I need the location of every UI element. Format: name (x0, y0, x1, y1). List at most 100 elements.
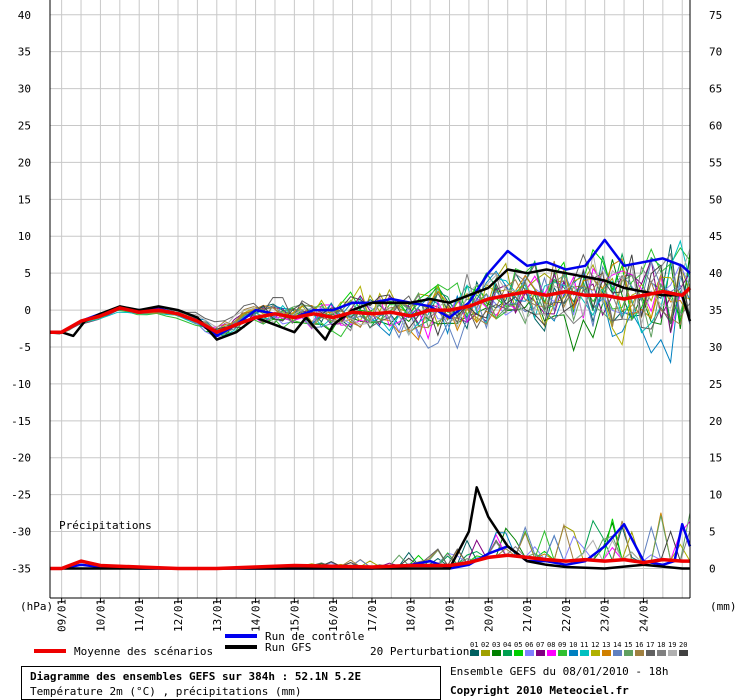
series-temp-line (50, 286, 692, 334)
plot-area (50, 0, 690, 598)
x-tick-label: 24/01 (637, 599, 650, 632)
mean-legend-label: Moyenne des scénarios (74, 645, 213, 658)
perturbation-number: 13 (602, 641, 610, 649)
perturbation-swatch (558, 650, 567, 656)
left-tick-label: -5 (18, 341, 31, 354)
perturbation-number: 17 (646, 641, 654, 649)
perturbation-numbers: 01 02 03 04 05 06 07 08 09 10 11 12 13 14 15 16 17 18 19 20 (470, 641, 688, 656)
perturbation-number: 14 (613, 641, 621, 649)
x-tick-label: 22/01 (560, 599, 573, 632)
ensemble-run-info: Ensemble GEFS du 08/01/2010 - 18h (450, 665, 669, 678)
x-tick-label: 21/01 (521, 599, 534, 632)
x-tick-label: 19/01 (444, 599, 457, 632)
right-tick-label: 0 (709, 562, 716, 575)
perturbation-swatch (657, 650, 666, 656)
x-tick-label: 18/01 (405, 599, 418, 632)
perturbation-swatch (591, 650, 600, 656)
x-tick-label: 17/01 (366, 599, 379, 632)
perturbation-swatch (503, 650, 512, 656)
perturbation-number: 20 (679, 641, 687, 649)
left-tick-label: -30 (11, 526, 31, 539)
right-tick-label: 25 (709, 378, 722, 391)
right-tick-label: 60 (709, 120, 722, 133)
perturbation-number: 08 (547, 641, 555, 649)
perturbation-swatch (492, 650, 501, 656)
perturbation-number: 05 (514, 641, 522, 649)
right-tick-label: 45 (709, 230, 722, 243)
x-tick-label: 11/01 (133, 599, 146, 632)
perturbation-number: 02 (481, 641, 489, 649)
perturbation-swatch (624, 650, 633, 656)
perturbation-number: 01 (470, 641, 478, 649)
right-tick-label: 30 (709, 341, 722, 354)
right-tick-label: 75 (709, 9, 722, 22)
left-tick-label: -15 (11, 415, 31, 428)
left-tick-label: -10 (11, 378, 31, 391)
precipitation-label: Précipitations (59, 519, 152, 532)
chart-canvas: 4035302520151050-5-10-15-20-25-30-357570… (11, 0, 737, 658)
legend: Moyenne des scénarios Run de contrôle Ru… (34, 630, 688, 658)
right-tick-label: 50 (709, 193, 722, 206)
control-legend-label: Run de contrôle (265, 630, 364, 643)
left-tick-label: 40 (18, 9, 31, 22)
perturbation-number: 10 (569, 641, 577, 649)
copyright: Copyright 2010 Meteociel.fr (450, 684, 629, 697)
chart-subtitle: Température 2m (°C) , précipitations (mm… (30, 685, 302, 698)
axes: 4035302520151050-5-10-15-20-25-30-357570… (11, 0, 722, 632)
left-tick-label: 25 (18, 120, 31, 133)
perturbation-swatch (481, 650, 490, 656)
perturbation-number: 06 (525, 641, 533, 649)
x-tick-label: 13/01 (211, 599, 224, 632)
left-tick-label: 20 (18, 156, 31, 169)
perturbation-swatch (569, 650, 578, 656)
left-tick-label: -35 (11, 562, 31, 575)
x-tick-label: 12/01 (172, 599, 185, 632)
series-precip-line (50, 553, 690, 571)
perturbation-swatch (668, 650, 677, 656)
left-tick-label: 0 (24, 304, 31, 317)
left-tick-label: 5 (24, 267, 31, 280)
x-tick-label: 20/01 (482, 599, 495, 632)
left-tick-label: 30 (18, 83, 31, 96)
right-tick-label: 35 (709, 304, 722, 317)
x-tick-label: 10/01 (94, 599, 107, 632)
gfs-legend-label: Run GFS (265, 641, 311, 654)
perturbation-swatch (514, 650, 523, 656)
right-tick-label: 5 (709, 526, 716, 539)
perturbation-number: 19 (668, 641, 676, 649)
x-tick-label: 09/01 (56, 599, 69, 632)
left-tick-label: 35 (18, 46, 31, 59)
right-tick-label: 40 (709, 267, 722, 280)
perturbation-number: 16 (635, 641, 643, 649)
left-tick-label: -20 (11, 452, 31, 465)
grid (50, 0, 690, 598)
perturbation-swatch (613, 650, 622, 656)
x-tick-label: 15/01 (288, 599, 301, 632)
right-tick-label: 20 (709, 415, 722, 428)
perturbation-swatch (525, 650, 534, 656)
perturbation-swatch (635, 650, 644, 656)
perturbation-swatch (470, 650, 479, 656)
perturbation-swatch (602, 650, 611, 656)
right-tick-label: 65 (709, 83, 722, 96)
perturbation-number: 04 (503, 641, 511, 649)
perturbation-number: 07 (536, 641, 544, 649)
right-tick-label: 55 (709, 156, 722, 169)
perturbation-swatch (580, 650, 589, 656)
perturbation-number: 09 (558, 641, 566, 649)
right-axis-unit: (mm) (710, 600, 737, 613)
right-tick-label: 70 (709, 46, 722, 59)
perturbation-number: 12 (591, 641, 599, 649)
left-tick-label: 15 (18, 193, 31, 206)
right-tick-label: 15 (709, 452, 722, 465)
perturbation-legend-label: 20 Perturbations (370, 645, 476, 658)
left-axis-unit: (hPa) (20, 600, 53, 613)
perturbation-number: 18 (657, 641, 665, 649)
x-tick-label: 16/01 (327, 599, 340, 632)
main-lines (50, 238, 692, 571)
x-tick-label: 23/01 (599, 599, 612, 632)
perturbation-swatch (547, 650, 556, 656)
x-tick-label: 14/01 (250, 599, 263, 632)
left-tick-label: 10 (18, 230, 31, 243)
